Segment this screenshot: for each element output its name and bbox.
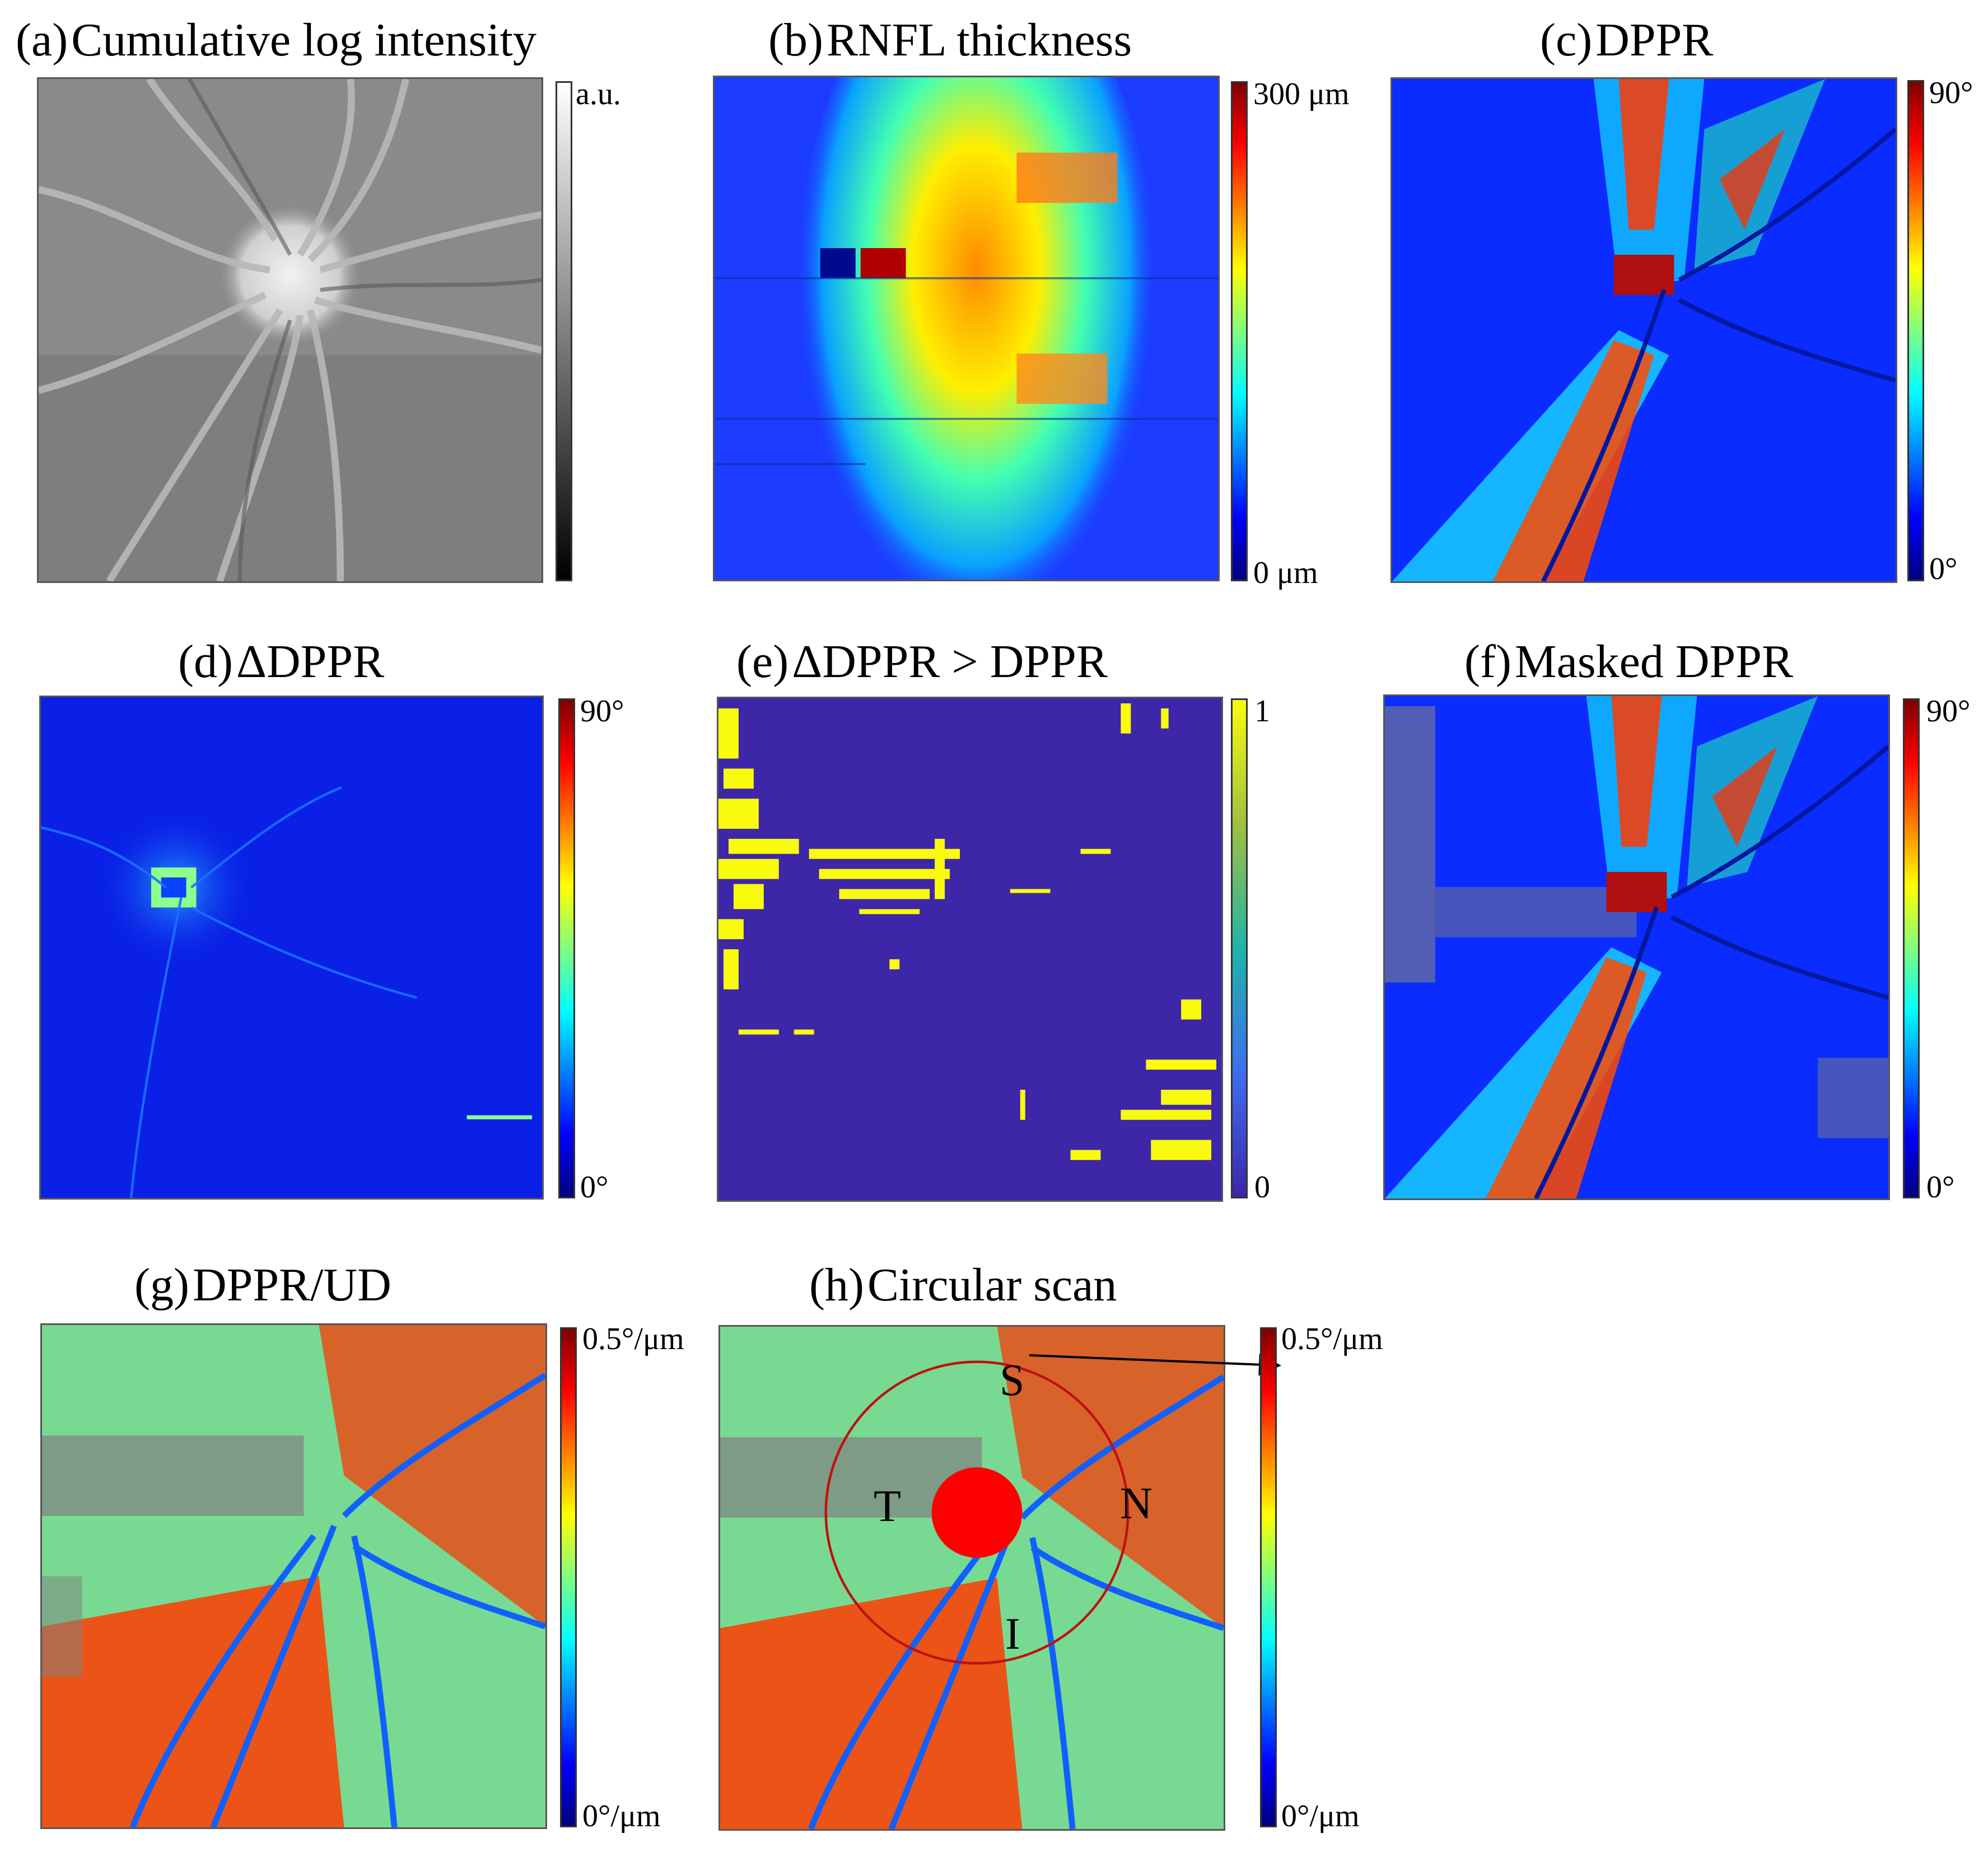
panel-e-image — [717, 697, 1223, 1202]
panel-c-title: (c)DPPR — [1540, 14, 1714, 66]
quadrant-temporal-label: T — [874, 1482, 901, 1531]
panel-e-colorbar-min: 0 — [1254, 1170, 1270, 1205]
panel-g-colorbar-max: 0.5°/μm — [582, 1322, 684, 1356]
panel-a-colorbar — [556, 81, 572, 581]
panel-h-title: (h)Circular scan — [809, 1259, 1117, 1311]
panel-g-image — [40, 1323, 547, 1829]
quadrant-inferior-label: I — [1005, 1610, 1020, 1659]
panel-e-colorbar-max: 1 — [1254, 694, 1270, 729]
panel-b-title: (b)RNFL thickness — [768, 14, 1132, 66]
panel-b-colorbar-min: 0 μm — [1253, 556, 1318, 590]
panel-a-colorbar-max: a.u. — [576, 77, 621, 111]
panel-g-colorbar — [560, 1327, 577, 1827]
quadrant-superior-label: S — [1000, 1356, 1025, 1405]
panel-c-image — [1390, 77, 1897, 583]
panel-h-colorbar — [1260, 1327, 1277, 1827]
panel-b-colorbar-max: 300 μm — [1253, 77, 1350, 111]
panel-f-colorbar — [1903, 698, 1920, 1198]
panel-e-title: (e)ΔDPPR > DPPR — [736, 636, 1108, 688]
panel-e-colorbar — [1231, 698, 1248, 1198]
panel-d-colorbar-min: 0° — [580, 1170, 609, 1205]
panel-f-colorbar-max: 90° — [1926, 694, 1971, 729]
optic-disc-marker — [931, 1467, 1023, 1558]
panel-h-colorbar-max: 0.5°/μm — [1281, 1322, 1383, 1356]
panel-c-colorbar — [1907, 80, 1924, 581]
panel-b-colorbar — [1231, 81, 1248, 581]
arrow-icon — [1029, 1353, 1281, 1376]
panel-h-image — [718, 1325, 1225, 1831]
panel-b-image — [713, 76, 1220, 581]
panel-d-colorbar — [558, 698, 575, 1198]
panel-f-colorbar-min: 0° — [1926, 1170, 1955, 1205]
panel-h-colorbar-min: 0°/μm — [1281, 1799, 1360, 1834]
panel-d-image — [39, 696, 544, 1200]
panel-f-image — [1383, 694, 1890, 1200]
circular-scan-ring — [824, 1360, 1130, 1665]
panel-g-colorbar-min: 0°/μm — [582, 1799, 661, 1834]
panel-g-title: (g)DPPR/UD — [134, 1259, 391, 1311]
panel-d-title: (d)ΔDPPR — [178, 636, 385, 688]
panel-d-colorbar-max: 90° — [580, 694, 624, 729]
panel-c-colorbar-max: 90° — [1929, 76, 1973, 110]
panel-a-image — [37, 77, 543, 583]
panel-c-colorbar-min: 0° — [1929, 552, 1958, 586]
panel-f-title: (f)Masked DPPR — [1464, 636, 1793, 688]
panel-a-title: (a)Cumulative log intensity — [16, 14, 536, 66]
quadrant-nasal-label: N — [1120, 1479, 1152, 1528]
